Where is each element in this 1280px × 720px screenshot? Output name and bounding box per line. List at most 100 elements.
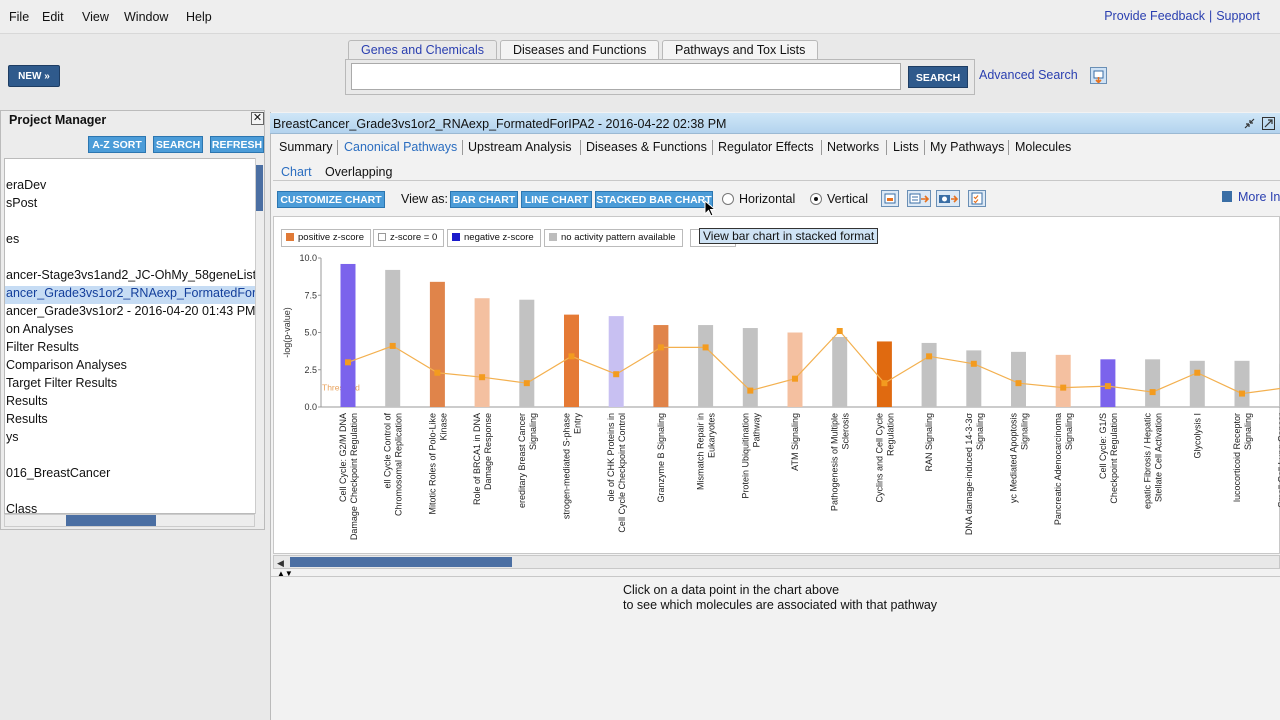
ratio-point	[792, 375, 798, 382]
project-tree[interactable]: eraDev sPost es ancer-Stage3vs1and2_JC-OhMy…	[4, 158, 256, 514]
tree-item[interactable]	[5, 214, 6, 232]
search-tab-genes[interactable]: Genes and Chemicals	[348, 40, 497, 60]
bar[interactable]	[385, 269, 401, 407]
tab-my-pathways[interactable]: My Pathways	[930, 140, 1005, 154]
tree-item[interactable]	[5, 250, 6, 268]
bar[interactable]	[1055, 354, 1071, 407]
legend-swatch	[452, 233, 460, 241]
search-history-icon[interactable]	[1090, 67, 1107, 84]
splitter-icon[interactable]: ▲▼	[277, 569, 293, 578]
checklist-icon[interactable]	[968, 190, 986, 207]
bar[interactable]	[832, 336, 848, 407]
menu-window[interactable]: Window	[124, 10, 169, 24]
y-tick-label: 7.5	[304, 290, 317, 300]
feedback-links: Provide Feedback | Support	[1104, 9, 1260, 23]
tab-molecules[interactable]: Molecules	[1015, 140, 1072, 154]
camera-icon[interactable]	[936, 190, 960, 207]
provide-feedback-link[interactable]: Provide Feedback	[1104, 9, 1205, 23]
tree-item[interactable]: sPost	[6, 196, 38, 210]
tree-item[interactable]: ys	[6, 430, 19, 444]
bar[interactable]	[519, 299, 535, 407]
bar[interactable]	[340, 263, 356, 407]
advanced-search-link[interactable]: Advanced Search	[979, 68, 1078, 82]
tab-networks[interactable]: Networks	[827, 140, 880, 154]
menu-view[interactable]: View	[82, 10, 109, 24]
ratio-point	[1194, 369, 1201, 376]
search-tab-pathways[interactable]: Pathways and Tox Lists	[662, 40, 819, 60]
bar[interactable]	[787, 332, 803, 408]
tab-lists[interactable]: Lists	[893, 140, 919, 154]
menu-edit[interactable]: Edit	[42, 10, 64, 24]
chart-horizontal-thumb[interactable]	[290, 557, 512, 567]
collapse-icon[interactable]	[1243, 117, 1256, 130]
export-image-icon[interactable]	[881, 190, 899, 207]
customize-chart-button[interactable]: CUSTOMIZE CHART	[277, 191, 385, 208]
search-button[interactable]: SEARCH	[908, 66, 968, 88]
tree-item[interactable]: 016_BreastCancer	[6, 466, 111, 480]
export-table-icon[interactable]	[907, 190, 931, 207]
menu-file[interactable]: File	[9, 10, 30, 24]
pathway-bar-chart[interactable]: 0.02.55.07.510.0-log(p-value)ThresholdCe…	[273, 216, 1280, 554]
bar-chart-button[interactable]: BAR CHART	[450, 191, 518, 208]
new-button[interactable]: NEW »	[8, 65, 60, 87]
tab-regulator-effects[interactable]: Regulator Effects	[718, 140, 814, 154]
close-icon[interactable]: ✕	[251, 112, 264, 125]
tab-upstream-analysis[interactable]: Upstream Analysis	[468, 140, 572, 154]
bar[interactable]	[564, 314, 579, 407]
tab-canonical-pathways[interactable]: Canonical Pathways	[344, 140, 458, 154]
pm-search-button[interactable]: SEARCH	[153, 136, 203, 153]
tab-summary[interactable]: Summary	[279, 140, 333, 154]
tree-item[interactable]	[5, 448, 6, 466]
bar[interactable]	[653, 325, 669, 407]
bar[interactable]	[1234, 360, 1250, 407]
tree-item[interactable]: ancer-Stage3vs1and2_JC-OhMy_58geneList	[6, 268, 256, 282]
bar[interactable]	[474, 298, 490, 407]
legend-zero-zscore: z-score = 0	[373, 229, 445, 247]
subtab-chart[interactable]: Chart	[281, 165, 312, 179]
maximize-icon[interactable]	[1262, 117, 1275, 130]
project-tree-vertical-scrollbar[interactable]	[255, 158, 264, 514]
bar[interactable]	[742, 328, 758, 407]
tree-item[interactable]: ancer_Grade3vs1or2_RNAexp_FormatedForIPA…	[5, 286, 255, 304]
project-tree-horizontal-thumb[interactable]	[66, 515, 156, 526]
more-info-link[interactable]: More In	[1222, 190, 1280, 204]
category-label: Granzyme B Signaling	[656, 413, 666, 503]
tree-item[interactable]: Comparison Analyses	[6, 358, 127, 372]
bar[interactable]	[429, 281, 445, 407]
bar[interactable]	[1189, 360, 1205, 407]
horizontal-radio[interactable]	[722, 193, 734, 205]
vertical-radio[interactable]	[810, 193, 822, 205]
tree-item[interactable]: Class	[6, 502, 38, 514]
tree-item[interactable]: ancer_Grade3vs1or2 - 2016-04-20 01:43 PM	[6, 304, 256, 318]
bar[interactable]	[1011, 351, 1026, 407]
ratio-point	[1104, 383, 1111, 390]
az-sort-button[interactable]: A-Z SORT	[88, 136, 146, 153]
subtab-overlapping[interactable]: Overlapping	[325, 165, 393, 179]
project-tree-vertical-thumb[interactable]	[256, 165, 263, 211]
tab-diseases-functions[interactable]: Diseases & Functions	[586, 140, 707, 154]
bar[interactable]	[876, 341, 892, 407]
stacked-bar-chart-button[interactable]: STACKED BAR CHART	[595, 191, 713, 208]
scroll-left-icon[interactable]: ◀	[277, 558, 284, 568]
tree-item[interactable]: Filter Results	[6, 340, 79, 354]
bar[interactable]	[1145, 359, 1161, 407]
tree-item[interactable]: Results	[6, 412, 48, 426]
tree-item[interactable]: Results	[6, 394, 48, 408]
bar[interactable]	[921, 342, 937, 407]
bar[interactable]	[608, 316, 624, 407]
search-tab-diseases[interactable]: Diseases and Functions	[500, 40, 660, 60]
support-link[interactable]: Support	[1216, 9, 1260, 23]
ratio-point	[1060, 384, 1067, 391]
search-input[interactable]	[351, 63, 901, 90]
tree-item[interactable]: on Analyses	[6, 322, 74, 336]
line-chart-button[interactable]: LINE CHART	[521, 191, 592, 208]
bar[interactable]	[966, 350, 982, 407]
tree-item[interactable]: es	[6, 232, 20, 246]
refresh-button[interactable]: REFRESH	[210, 136, 264, 153]
bar[interactable]	[698, 325, 714, 407]
ratio-point	[389, 342, 396, 349]
tree-item[interactable]	[5, 484, 6, 502]
tree-item[interactable]: Target Filter Results	[6, 376, 118, 390]
tree-item[interactable]: eraDev	[6, 178, 47, 192]
menu-help[interactable]: Help	[186, 10, 212, 24]
